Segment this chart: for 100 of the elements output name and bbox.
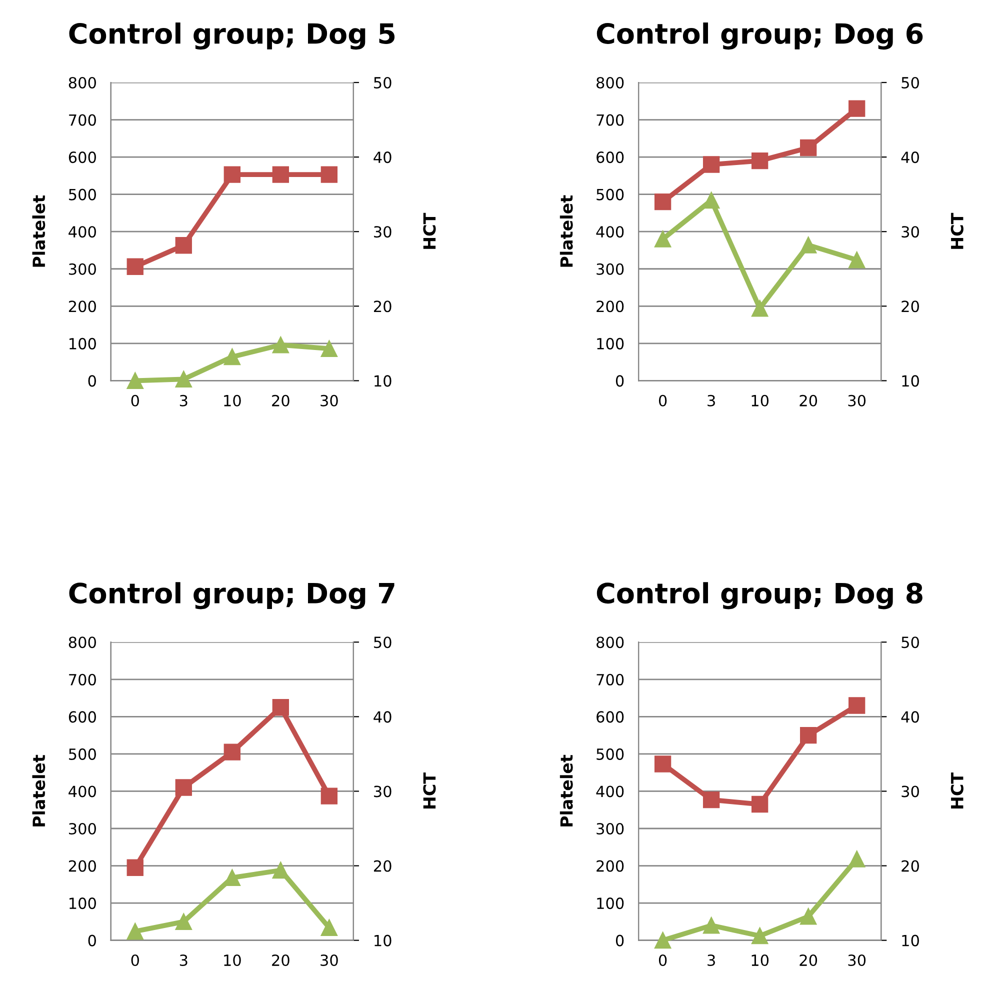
point: [654, 756, 672, 772]
point: [175, 913, 192, 930]
chart-title: Control group; Dog 8: [596, 582, 922, 610]
y2-tick-label: 50: [374, 76, 392, 89]
x-tick-label: 30: [848, 954, 866, 966]
point: [126, 923, 144, 940]
y-tick-label: 800: [68, 636, 96, 648]
y-tick-label: 800: [596, 636, 624, 648]
chart-title: Control group; Dog 7: [69, 582, 394, 610]
point: [175, 779, 192, 796]
point: [175, 237, 192, 254]
point: [224, 348, 240, 366]
point: [702, 917, 720, 934]
y2-tick-label: 50: [374, 636, 392, 648]
point: [800, 139, 817, 156]
y-tick-label: 100: [70, 898, 96, 910]
x-tick-label: 10: [752, 954, 769, 966]
y-tick-label: 800: [596, 76, 624, 89]
y-tick-label: 100: [597, 338, 624, 350]
x-tick-label: 0: [131, 954, 139, 966]
point: [126, 372, 144, 390]
x-tick-label: 30: [320, 394, 338, 406]
y-axis-title: Platelet: [560, 754, 573, 826]
y-tick-label: 700: [596, 674, 624, 686]
y-tick-label: 500: [69, 188, 96, 200]
point: [848, 850, 866, 868]
point: [702, 791, 720, 808]
y2-axis-title: HCT: [423, 772, 436, 808]
y2-axis-title: HCT: [423, 212, 436, 249]
y-axis-title: Platelet: [560, 195, 573, 267]
y-tick-label: 100: [70, 338, 96, 350]
y-tick-label: 600: [596, 152, 624, 164]
y-tick-label: 600: [596, 711, 624, 723]
point: [654, 230, 672, 248]
y-tick-label: 400: [68, 786, 96, 798]
y-tick-label: 0: [616, 375, 624, 387]
point: [320, 340, 338, 357]
x-tick-label: 0: [658, 954, 667, 966]
y-tick-label: 300: [68, 822, 96, 835]
y2-tick-label: 50: [902, 76, 919, 89]
x-tick-label: 30: [848, 394, 866, 406]
y-axis-title: Platelet: [32, 754, 46, 826]
x-tick-label: 20: [800, 954, 818, 966]
x-tick-label: 3: [708, 954, 715, 966]
point: [272, 336, 289, 354]
x-tick-label: 20: [272, 394, 290, 406]
y2-tick-label: 40: [901, 711, 919, 723]
y2-tick-label: 20: [902, 860, 919, 872]
x-tick-label: 0: [131, 394, 139, 406]
point: [224, 166, 240, 183]
y-tick-label: 200: [68, 300, 96, 312]
point: [702, 156, 720, 173]
y-tick-label: 700: [596, 114, 624, 126]
x-tick-label: 3: [180, 394, 188, 406]
y-tick-label: 400: [596, 786, 624, 798]
y-tick-label: 800: [68, 76, 96, 89]
y-tick-label: 500: [69, 748, 96, 760]
y2-tick-label: 40: [901, 152, 919, 164]
x-tick-label: 30: [320, 954, 338, 966]
point: [751, 796, 768, 813]
y-tick-label: 0: [88, 934, 96, 946]
x-tick-label: 10: [752, 394, 769, 406]
y2-tick-label: 20: [374, 860, 392, 872]
y-tick-label: 400: [68, 226, 96, 238]
x-tick-label: 3: [180, 954, 188, 966]
y2-tick-label: 10: [902, 375, 919, 387]
y2-axis-title: HCT: [950, 212, 964, 249]
y2-tick-label: 10: [902, 934, 919, 946]
point: [800, 726, 817, 744]
y-tick-label: 300: [596, 263, 624, 275]
point: [224, 744, 240, 760]
y2-tick-label: 20: [902, 300, 919, 312]
point: [272, 862, 289, 879]
point: [126, 859, 144, 876]
y2-tick-label: 50: [902, 636, 919, 648]
y-tick-label: 600: [68, 152, 96, 164]
y-tick-label: 0: [88, 375, 96, 387]
point: [175, 370, 192, 388]
point: [800, 908, 817, 925]
point: [848, 100, 866, 117]
y2-tick-label: 40: [374, 152, 392, 164]
point: [126, 258, 144, 275]
chart-title: Control group; Dog 6: [596, 22, 923, 50]
y-tick-label: 400: [596, 226, 624, 238]
y-tick-label: 200: [68, 860, 96, 872]
x-tick-label: 20: [800, 394, 818, 406]
y2-tick-label: 40: [374, 711, 392, 723]
point: [751, 928, 768, 944]
y2-tick-label: 20: [374, 300, 392, 312]
x-tick-label: 10: [224, 394, 241, 406]
x-tick-label: 0: [658, 394, 667, 406]
y-tick-label: 200: [596, 300, 624, 312]
x-tick-label: 3: [708, 394, 715, 406]
y-tick-label: 100: [597, 898, 624, 910]
y-tick-label: 600: [68, 711, 96, 723]
point: [800, 236, 817, 254]
y2-tick-label: 30: [374, 226, 392, 238]
y2-tick-label: 10: [374, 375, 392, 387]
point: [751, 152, 768, 170]
y-tick-label: 700: [69, 114, 96, 126]
